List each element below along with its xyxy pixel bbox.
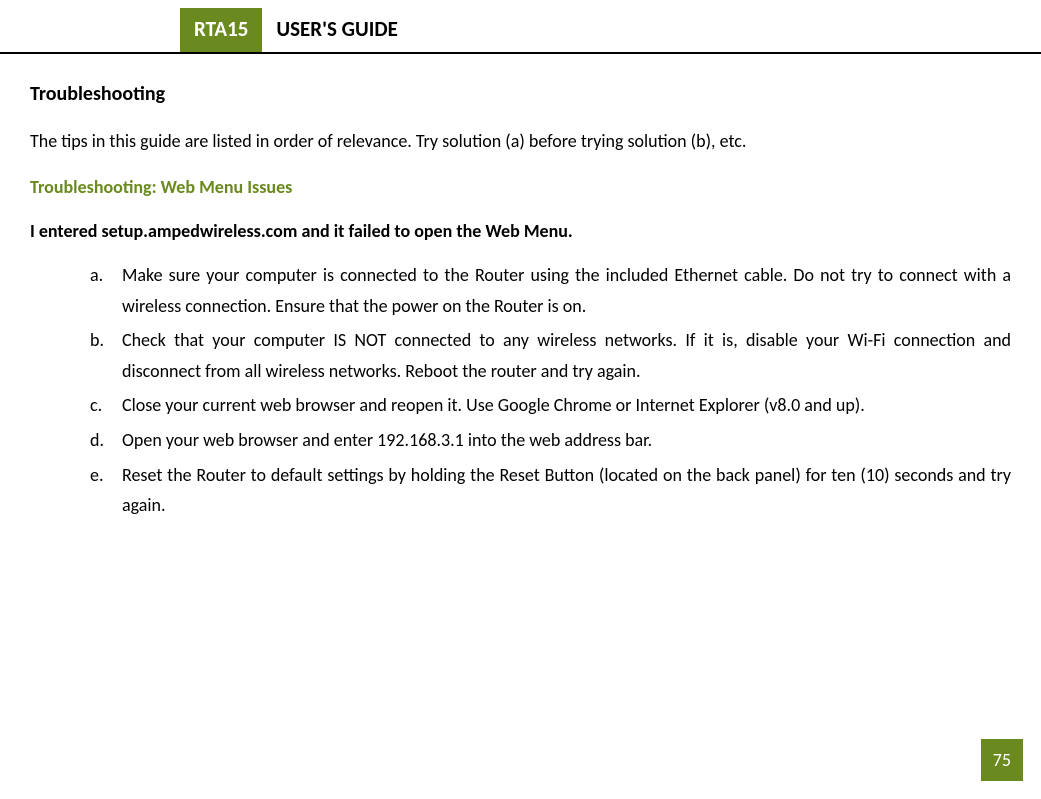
step-marker: e. — [90, 460, 104, 491]
section-intro: The tips in this guide are listed in ord… — [30, 130, 1011, 152]
list-item: e. Reset the Router to default settings … — [90, 460, 1011, 521]
issue-heading: I entered setup.ampedwireless.com and it… — [30, 220, 1011, 242]
list-item: a. Make sure your computer is connected … — [90, 260, 1011, 321]
steps-list: a. Make sure your computer is connected … — [30, 260, 1011, 521]
product-badge: RTA15 — [180, 8, 262, 52]
step-marker: c. — [90, 390, 102, 421]
page-content: Troubleshooting The tips in this guide a… — [0, 54, 1041, 521]
guide-title: USER'S GUIDE — [262, 8, 1041, 52]
step-text: Check that your computer IS NOT connecte… — [122, 329, 1011, 382]
page-header: RTA15 USER'S GUIDE — [0, 8, 1041, 54]
list-item: b. Check that your computer IS NOT conne… — [90, 325, 1011, 386]
step-marker: b. — [90, 325, 104, 356]
step-marker: d. — [90, 425, 104, 456]
step-text: Close your current web browser and reope… — [122, 394, 865, 416]
list-item: c. Close your current web browser and re… — [90, 390, 1011, 421]
section-title: Troubleshooting — [30, 82, 1011, 106]
page-number: 75 — [981, 739, 1023, 781]
step-text: Make sure your computer is connected to … — [122, 264, 1011, 317]
section-subtitle: Troubleshooting: Web Menu Issues — [30, 176, 1011, 198]
step-marker: a. — [90, 260, 103, 291]
step-text: Reset the Router to default settings by … — [122, 464, 1011, 517]
list-item: d. Open your web browser and enter 192.1… — [90, 425, 1011, 456]
step-text: Open your web browser and enter 192.168.… — [122, 429, 652, 451]
